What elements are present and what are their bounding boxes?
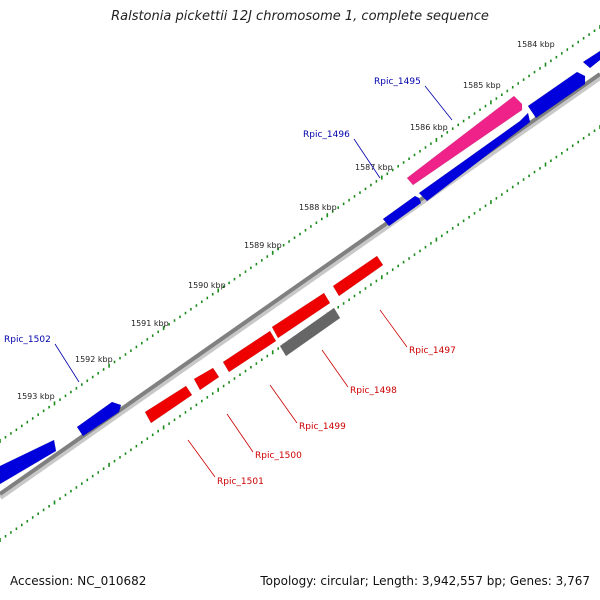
scale-label-1585: 1585 kbp [463, 81, 501, 90]
label-rpic-1501[interactable]: Rpic_1501 [217, 477, 264, 487]
label-rpic-1497[interactable]: Rpic_1497 [409, 346, 456, 356]
scale-label-1586: 1586 kbp [410, 123, 448, 132]
gene-g6[interactable] [76, 401, 122, 437]
scale-label-1592: 1592 kbp [75, 355, 113, 364]
gene-g13[interactable] [144, 385, 193, 424]
leader-rpic-1501 [187, 439, 216, 478]
gene-g9[interactable] [271, 292, 331, 339]
scale-label-1589: 1589 kbp [244, 241, 282, 250]
leader-rpic-1496 [353, 138, 381, 179]
leader-rpic-1495 [424, 85, 453, 121]
accession-label: Accession: NC_010682 [10, 574, 147, 588]
scale-label-1591: 1591 kbp [131, 319, 169, 328]
leader-rpic-1497 [379, 309, 408, 348]
gene-g7[interactable] [0, 439, 57, 485]
label-rpic-1498[interactable]: Rpic_1498 [350, 386, 397, 396]
scale-labels: 1584 kbp 1585 kbp 1586 kbp 1587 kbp 1588… [17, 40, 555, 401]
gene-g4[interactable] [382, 195, 422, 227]
gene-g5[interactable] [582, 50, 600, 69]
scale-label-1588: 1588 kbp [299, 203, 337, 212]
label-rpic-1502[interactable]: Rpic_1502 [4, 335, 51, 345]
map-title: Ralstonia pickettii 12J chromosome 1, co… [111, 9, 489, 24]
leader-rpic-1498 [321, 349, 349, 388]
topology-summary: Topology: circular; Length: 3,942,557 bp… [260, 574, 590, 588]
leader-rpic-1500 [226, 413, 254, 453]
gene-g12[interactable] [193, 367, 220, 391]
gene-features [0, 50, 600, 485]
gene-g3[interactable] [406, 95, 523, 186]
scale-label-1584: 1584 kbp [517, 40, 555, 49]
label-rpic-1500[interactable]: Rpic_1500 [255, 451, 302, 461]
label-rpic-1499[interactable]: Rpic_1499 [299, 422, 346, 432]
gene-g2[interactable] [418, 112, 531, 202]
gene-g1[interactable] [527, 71, 586, 119]
scale-label-1590: 1590 kbp [188, 281, 226, 290]
scale-label-1587: 1587 kbp [355, 163, 393, 172]
scale-label-1593: 1593 kbp [17, 392, 55, 401]
label-rpic-1495[interactable]: Rpic_1495 [374, 77, 421, 87]
backbone-shadow [0, 74, 600, 500]
scale-ticks-inner [0, 125, 600, 542]
gene-labels: Rpic_1495 Rpic_1496 Rpic_1502 Rpic_1497 … [4, 77, 456, 487]
gene-g8[interactable] [332, 255, 384, 297]
label-rpic-1496[interactable]: Rpic_1496 [303, 130, 350, 140]
leader-rpic-1502 [54, 343, 80, 383]
gene-g10[interactable] [279, 307, 341, 357]
gene-g11[interactable] [222, 330, 277, 373]
scale-ticks-outer [0, 25, 600, 443]
leader-rpic-1499 [269, 384, 298, 424]
